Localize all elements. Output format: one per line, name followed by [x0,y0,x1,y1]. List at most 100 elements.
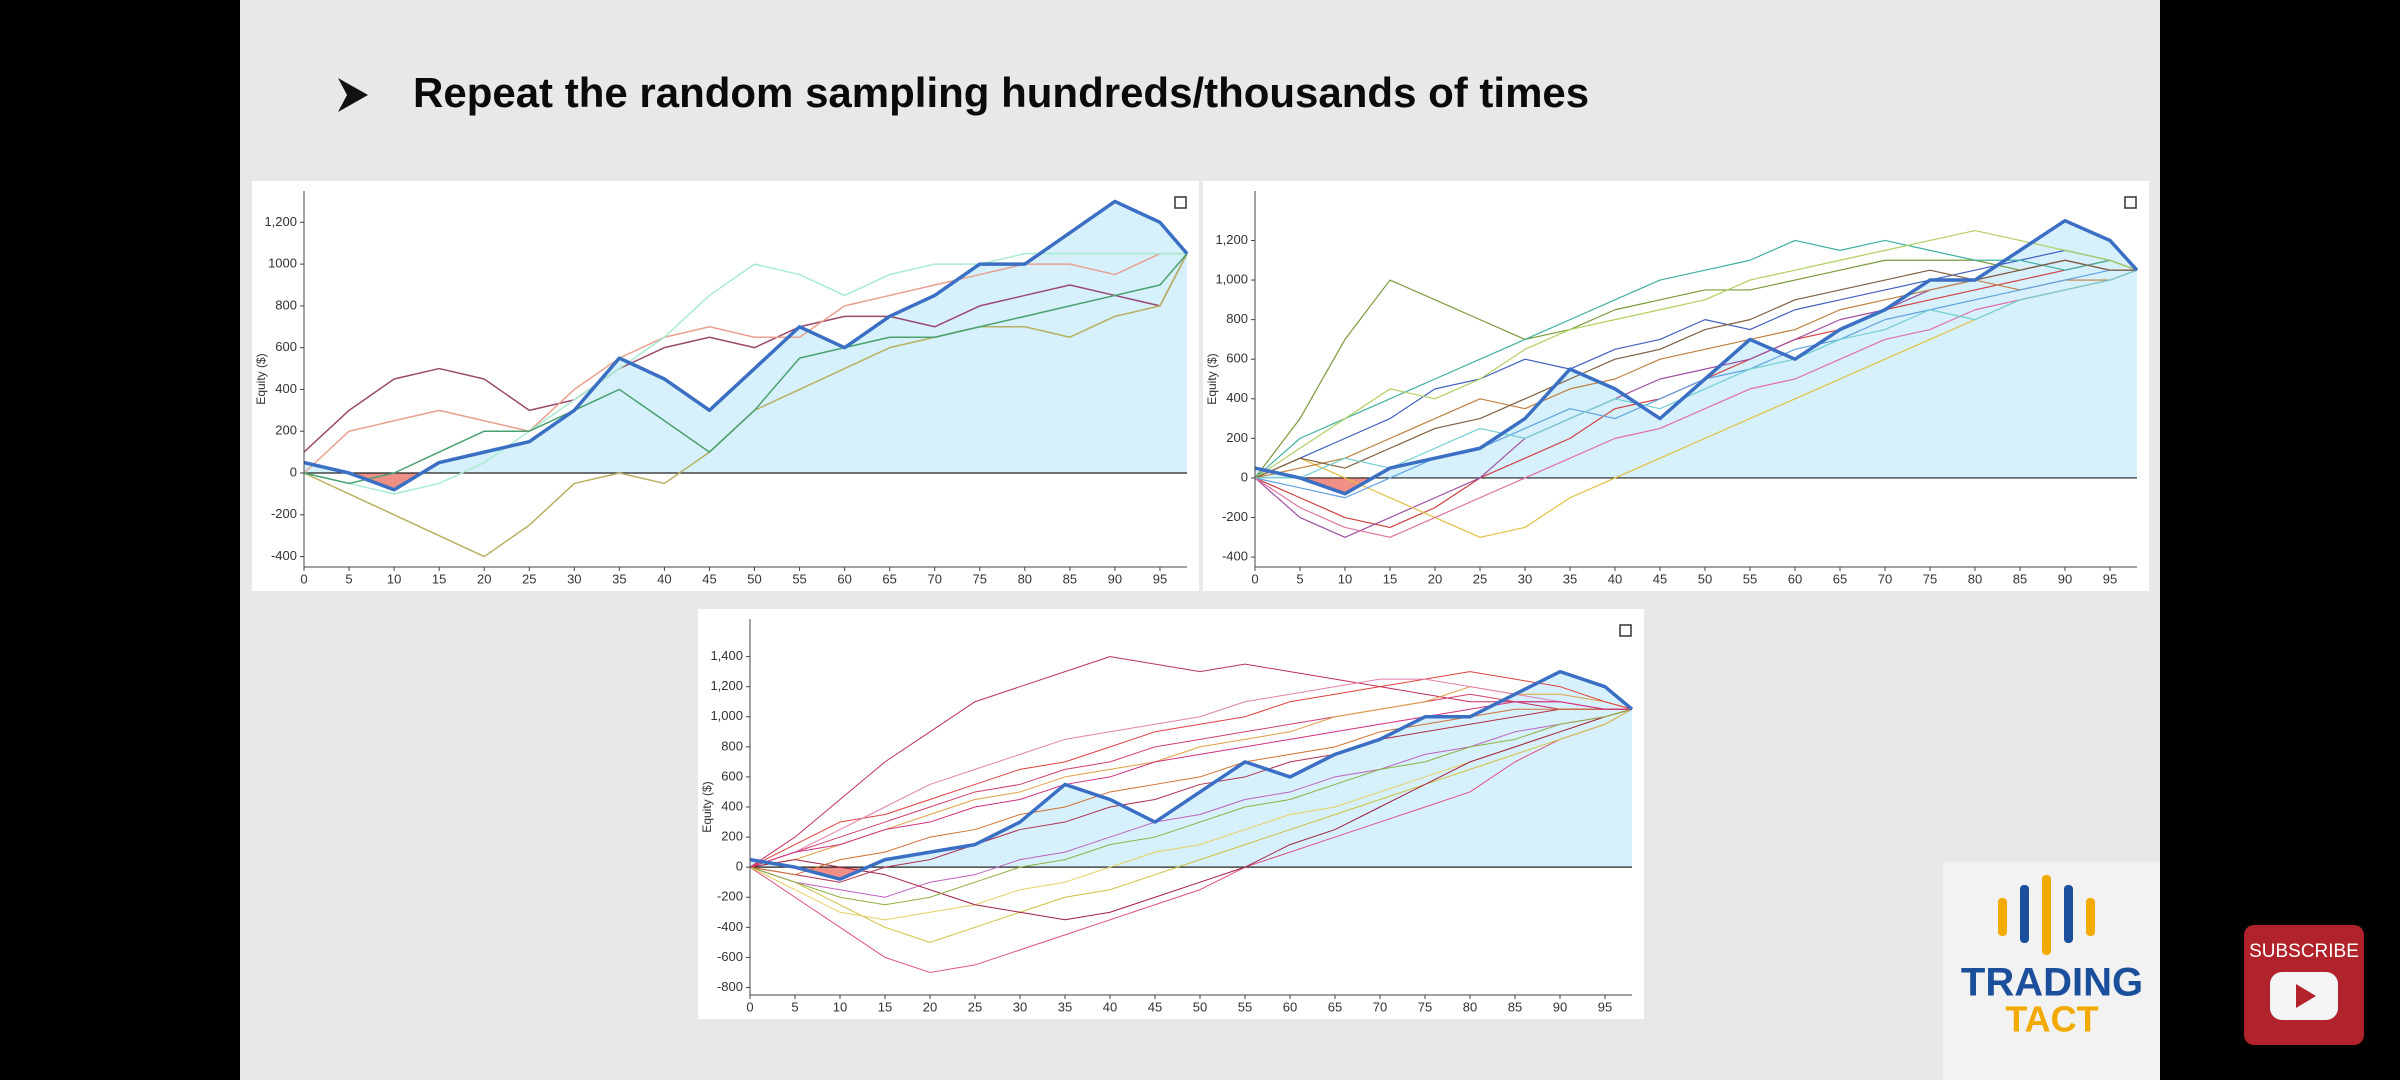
y-axis-label: Equity ($) [1205,353,1219,404]
x-tick-label: 80 [1463,999,1477,1014]
equity-line [1254,269,2138,479]
y-tick-label: -200 [271,506,297,521]
y-tick-label: 400 [275,381,297,396]
y-tick-label: 600 [275,339,297,354]
y-tick-label: -400 [1222,549,1248,564]
logo-bar [2086,898,2095,936]
x-tick-label: 25 [968,999,982,1014]
x-tick-label: 70 [927,571,941,586]
chart: -800-600-400-20002004006008001,0001,2001… [698,609,1644,1019]
x-tick-label: 90 [1553,999,1567,1014]
y-tick-label: 600 [721,768,743,783]
x-tick-label: 30 [1013,999,1027,1014]
x-tick-label: 95 [1598,999,1612,1014]
x-tick-label: 45 [1653,571,1667,586]
y-tick-label: 600 [1226,351,1248,366]
x-tick-label: 65 [882,571,896,586]
equity-line [749,708,1633,943]
logo-bar [2020,885,2029,943]
y-tick-label: 1,400 [710,648,743,663]
equity-line [1254,269,2138,538]
x-tick-label: 70 [1878,571,1892,586]
y-tick-label: -200 [717,889,743,904]
x-tick-label: 80 [1968,571,1982,586]
y-tick-label: 200 [721,829,743,844]
x-tick-label: 90 [1108,571,1122,586]
equity-line [749,669,1634,881]
x-tick-label: 65 [1833,571,1847,586]
x-tick-label: 50 [1193,999,1207,1014]
x-tick-label: 70 [1373,999,1387,1014]
x-tick-label: 95 [2103,571,2117,586]
area-positive [1255,220,2137,478]
x-tick-label: 10 [833,999,847,1014]
equity-line [1254,259,2137,479]
equity-line [749,708,1633,906]
equity-line [303,252,1187,474]
x-tick-label: 0 [1251,571,1258,586]
x-tick-label: 60 [837,571,851,586]
logo-bar [1998,898,2007,936]
subscribe-button[interactable]: SUBSCRIBE [2244,925,2364,1045]
x-tick-label: 45 [1148,999,1162,1014]
x-tick-label: 60 [1788,571,1802,586]
y-tick-label: 0 [736,859,743,874]
maximize-icon [1619,624,1632,637]
x-tick-label: 75 [1923,571,1937,586]
equity-line [1254,229,2138,479]
x-tick-label: 20 [1428,571,1442,586]
y-tick-label: 400 [721,798,743,813]
maximize-icon [1174,196,1187,209]
x-tick-label: 35 [612,571,626,586]
x-tick-label: 40 [657,571,671,586]
play-triangle [2296,984,2316,1008]
equity-line [749,708,1633,921]
x-tick-label: 45 [702,571,716,586]
x-tick-label: 5 [791,999,798,1014]
x-tick-label: 5 [345,571,352,586]
x-tick-label: 80 [1018,571,1032,586]
y-tick-label: 200 [275,423,297,438]
equity-line [303,252,1187,495]
chart: -400 -200 0 200 400 600 800 1000 1,200 0 5 10 15 20 25… [252,181,1199,591]
x-tick-label: 15 [878,999,892,1014]
equity-line [749,708,1633,898]
area-positive [750,671,1632,868]
y-tick-label: -800 [717,979,743,994]
equity-line [303,199,1189,492]
logo: TRADING TACT [1943,862,2160,1080]
x-tick-label: 85 [1063,571,1077,586]
y-tick-label: -200 [1222,509,1248,524]
x-tick-label: 55 [1743,571,1757,586]
y-tick-label: 0 [1241,469,1248,484]
equity-line [749,671,1633,868]
x-tick-label: 30 [1518,571,1532,586]
logo-text: TACT [2005,999,2098,1040]
x-tick-label: 95 [1153,571,1167,586]
x-tick-label: 90 [2058,571,2072,586]
x-tick-label: 30 [567,571,581,586]
x-tick-label: 40 [1103,999,1117,1014]
subscribe-label[interactable]: SUBSCRIBE [2249,941,2359,962]
equity-line [1254,259,2137,479]
x-tick-label: 25 [522,571,536,586]
y-tick-label: 800 [1226,311,1248,326]
equity-line [749,708,1633,973]
x-tick-label: 75 [973,571,987,586]
y-tick-label: 400 [1226,390,1248,405]
x-tick-label: 25 [1473,571,1487,586]
x-tick-label: 60 [1283,999,1297,1014]
slide-title: Repeat the random sampling hundreds/thou… [413,69,1589,116]
x-tick-label: 35 [1058,999,1072,1014]
y-tick-label: 1000 [268,256,297,271]
y-tick-label: 1,200 [264,214,297,229]
x-tick-label: 10 [1338,571,1352,586]
x-tick-label: 15 [432,571,446,586]
equity-line [749,708,1632,876]
y-tick-label: -600 [717,949,743,964]
x-tick-label: 5 [1296,571,1303,586]
x-tick-label: 55 [792,571,806,586]
equity-line [1255,269,2138,479]
y-tick-label: 1,000 [710,708,743,723]
